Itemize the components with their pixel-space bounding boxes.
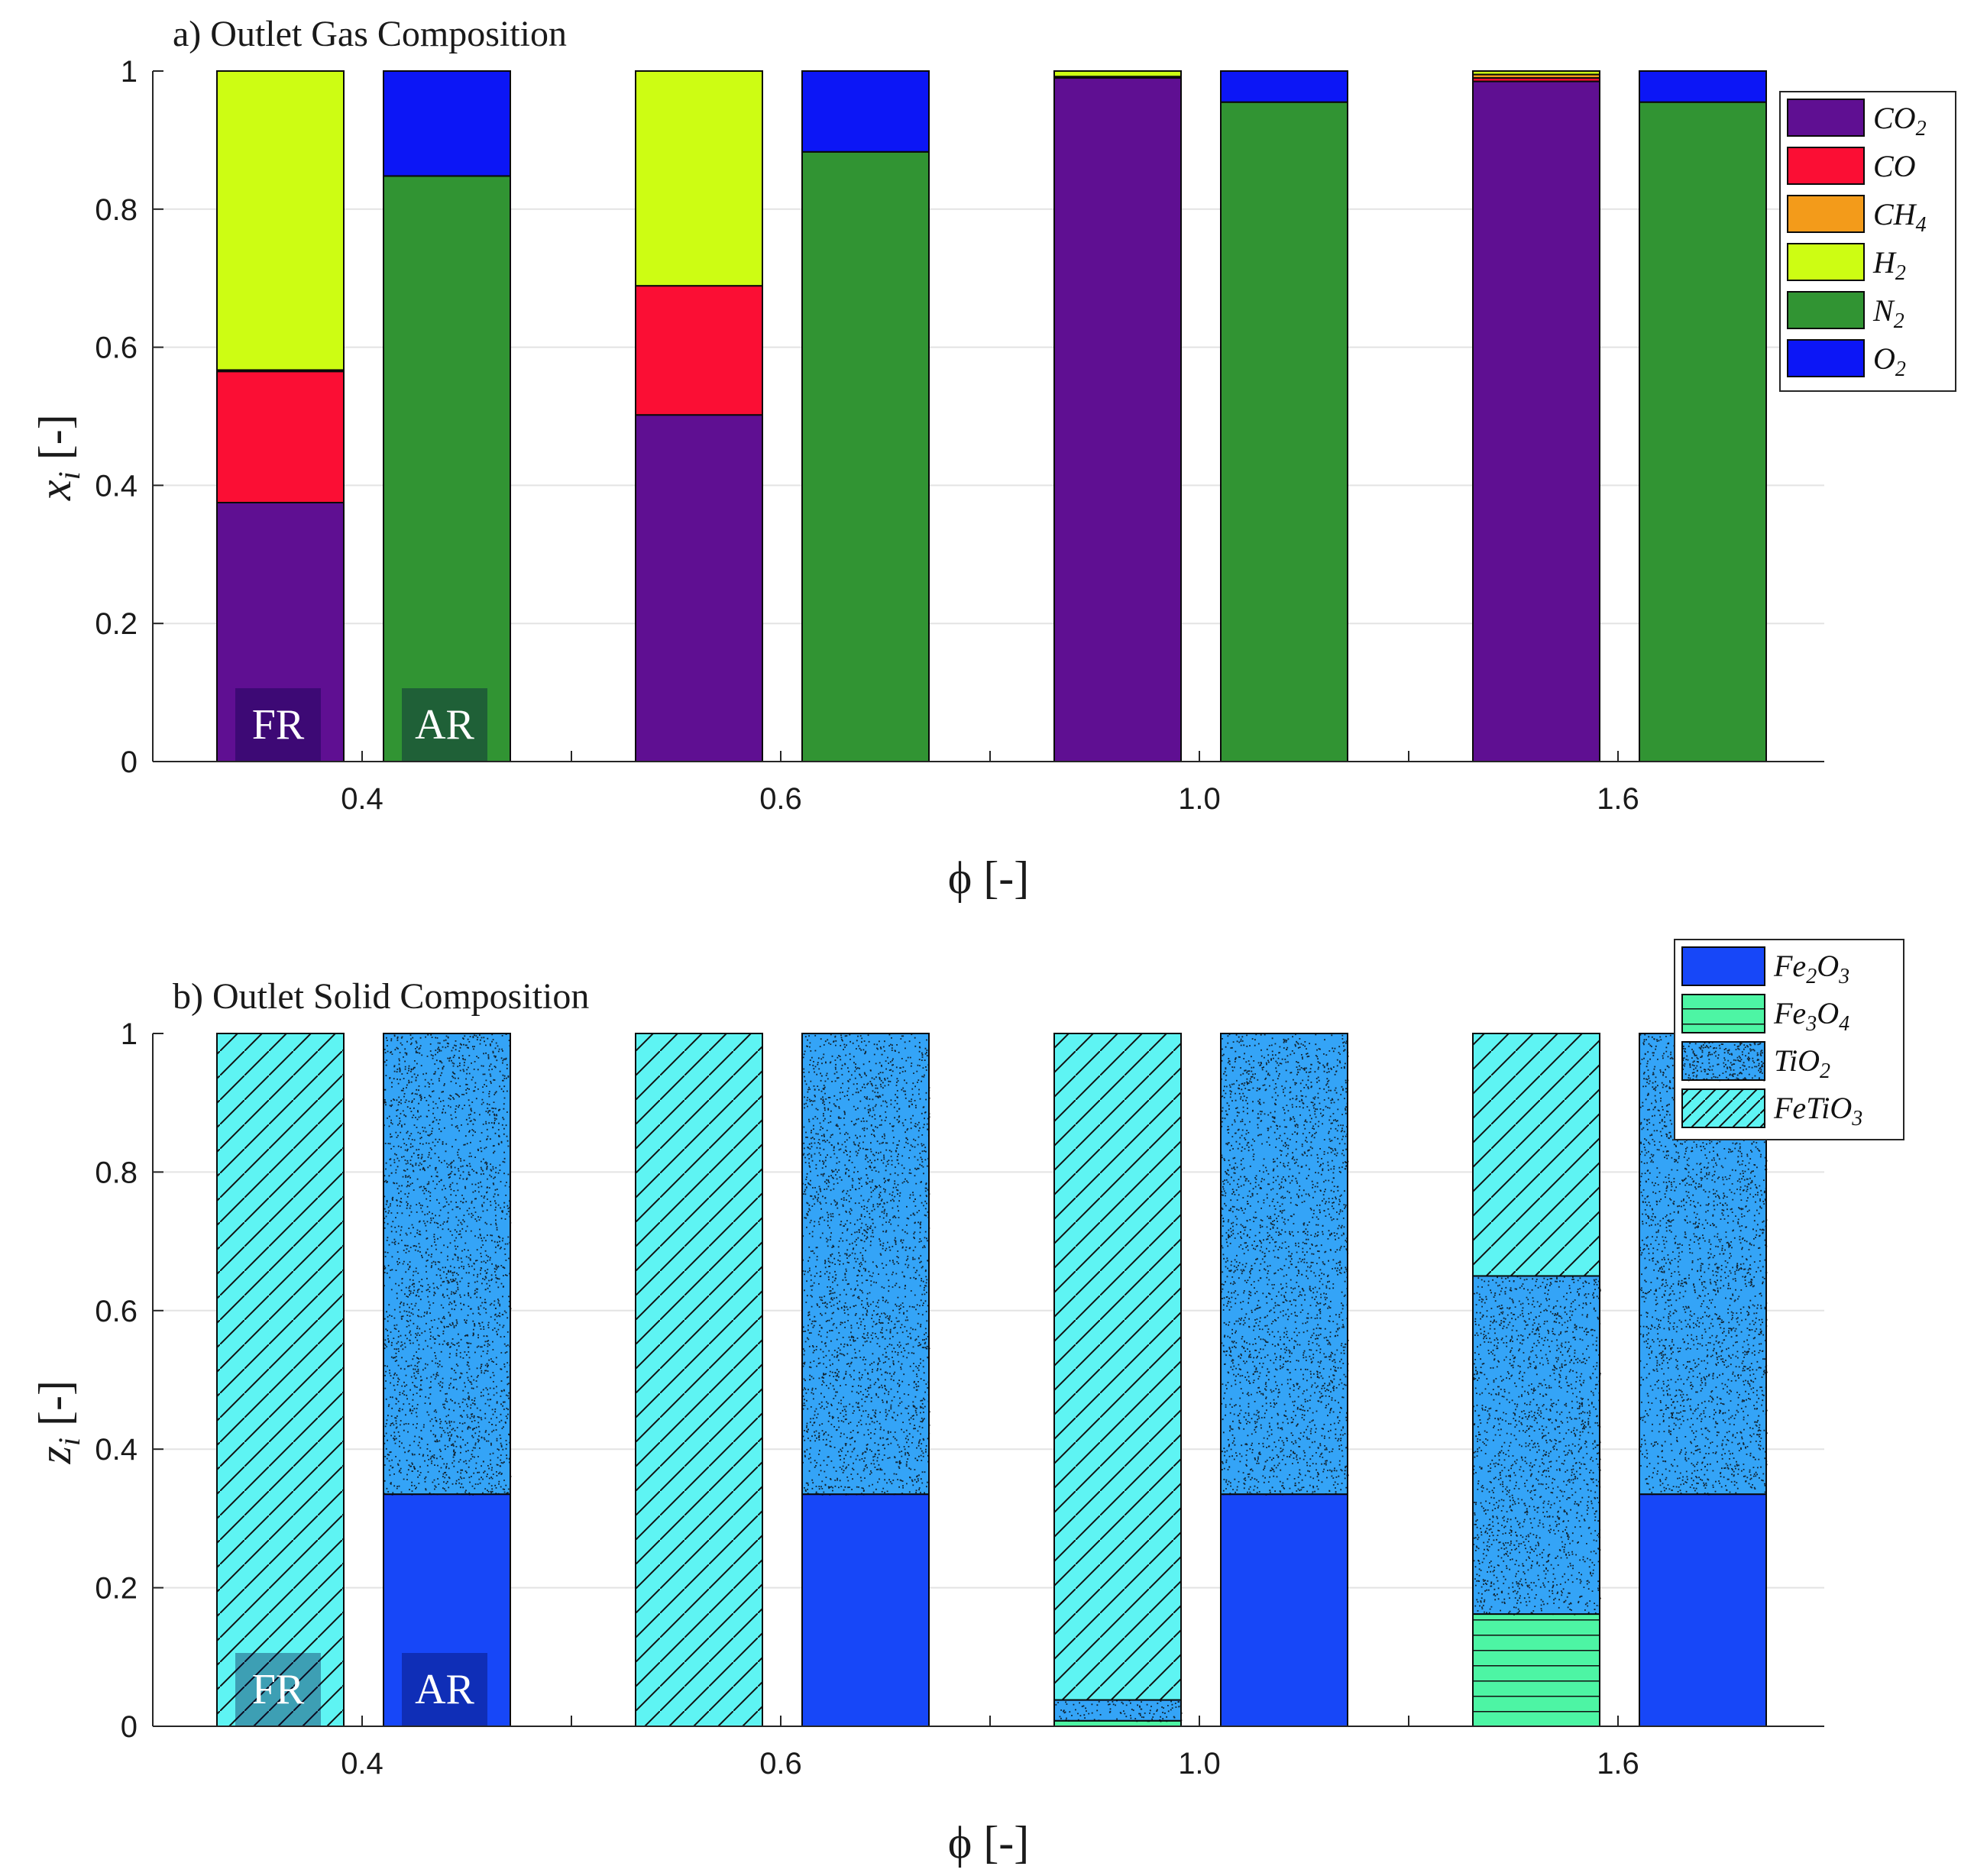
bar-1-0-ar-n2 (1220, 101, 1348, 762)
group-label-fr: FR (252, 1666, 305, 1713)
y-tick-label: 0.6 (95, 332, 138, 365)
legend-swatch-h2 (1787, 243, 1865, 281)
bar-0-4-fr-h2 (216, 70, 345, 371)
legend-swatch-fetio3 (1681, 1088, 1765, 1128)
legend-swatch-ch4 (1787, 195, 1865, 233)
legend-label-h2: H2​ (1872, 245, 1906, 285)
y-tick-label: 0.2 (95, 607, 138, 641)
x-tick-label: 1.6 (1597, 1747, 1639, 1781)
bar-0-6-fr-co (635, 285, 763, 416)
x-tick-label: 1.6 (1597, 782, 1639, 816)
bar-1-0-fr-co2 (1053, 77, 1182, 763)
group-label-box (402, 1653, 487, 1726)
legend-label-n2: N2​ (1872, 293, 1904, 333)
bar-1-6-fr-fe3o4 (1472, 1613, 1600, 1727)
legend-label-co2: CO2​ (1873, 101, 1927, 141)
bar-0-4-ar-o2 (383, 70, 511, 177)
legend-label-co: CO (1873, 149, 1916, 183)
x-tick-label: 0.6 (759, 782, 802, 816)
bar-1-0-fr-fe3o4 (1053, 1719, 1182, 1727)
bar-1-0-fr-tio2 (1053, 1699, 1182, 1722)
legend-label-fe2o3: Fe2​O3​ (1773, 949, 1849, 988)
bar-1-6-fr-fetio3 (1472, 1033, 1600, 1277)
bar-1-6-fr-h2 (1472, 70, 1600, 76)
group-label-box (235, 1653, 321, 1726)
chart-title: b) Outlet Solid Composition (173, 976, 589, 1017)
legend-label-fe3o4: Fe3​O4​ (1773, 996, 1849, 1036)
bar-0-4-ar-fe2o3 (383, 1493, 511, 1728)
y-axis-label: xi [-] (30, 414, 86, 501)
legend-label-tio2: TiO2​ (1774, 1043, 1830, 1083)
tio2-dot-texture (1055, 1700, 1183, 1722)
chart-title: a) Outlet Gas Composition (173, 14, 567, 54)
x-axis-label: ϕ [-] (948, 852, 1030, 903)
tio2-dot-texture (1682, 1042, 1765, 1082)
group-label-fr: FR (252, 701, 305, 749)
bar-0-6-ar-fe2o3 (801, 1493, 930, 1728)
bar-1-6-ar-fe2o3 (1639, 1493, 1767, 1728)
y-axis-label: zi [-] (30, 1380, 86, 1464)
y-tick-label: 0.8 (95, 1156, 138, 1189)
group-label-ar: AR (415, 701, 474, 749)
tio2-dot-texture (1221, 1033, 1349, 1496)
legend-swatch-co2 (1787, 99, 1865, 137)
legend-swatch-co (1787, 147, 1865, 185)
legend-swatch-fe3o4 (1681, 994, 1765, 1033)
bar-0-6-ar-o2 (801, 70, 930, 153)
bar-0-4-fr-fetio3 (216, 1033, 345, 1727)
x-axis-label: ϕ [-] (948, 1817, 1030, 1868)
legend-swatch-fe2o3 (1681, 946, 1765, 986)
y-tick-label: 0.4 (95, 469, 138, 503)
tio2-dot-texture (1639, 1033, 1768, 1496)
x-tick-label: 1.0 (1178, 782, 1221, 816)
bar-0-6-fr-fetio3 (635, 1033, 763, 1727)
legend-swatch-o2 (1787, 339, 1865, 377)
group-label-ar: AR (415, 1666, 474, 1713)
y-tick-label: 0.6 (95, 1295, 138, 1328)
bar-1-6-fr-tio2 (1472, 1275, 1600, 1616)
legend-swatch-n2 (1787, 291, 1865, 329)
y-tick-label: 1 (121, 55, 138, 89)
bar-1-0-ar-o2 (1220, 70, 1348, 103)
bar-1-6-ar-o2 (1639, 70, 1767, 103)
y-tick-label: 0 (121, 746, 138, 779)
y-tick-label: 0 (121, 1710, 138, 1744)
gas-composition-chart: 0 0.2 0.4 0.6 0.8 1 FR AR 0.4 0.6 1.0 1.6 a) Outlet … (30, 14, 1956, 903)
group-label-box (402, 688, 487, 762)
bar-0-4-ar-n2 (383, 175, 511, 762)
group-label-box (235, 688, 321, 762)
bar-0-6-fr-co2 (635, 414, 763, 763)
y-tick-label: 1 (121, 1017, 138, 1051)
bar-0-4-fr-co (216, 370, 345, 503)
bar-0-6-fr-h2 (635, 70, 763, 287)
bar-1-0-fr-fetio3 (1053, 1033, 1182, 1701)
y-tick-label: 0.4 (95, 1433, 138, 1467)
bar-1-6-ar-n2 (1639, 101, 1767, 762)
legend-label-ch4: CH4​ (1873, 197, 1927, 237)
x-tick-label: 0.6 (759, 1747, 802, 1781)
bar-1-0-fr-h2 (1053, 70, 1182, 78)
bar-1-0-ar-fe2o3 (1220, 1493, 1348, 1728)
bar-0-6-ar-n2 (801, 150, 930, 762)
legend-label-o2: O2​ (1873, 341, 1906, 381)
bar-1-0-ar-tio2 (1220, 1033, 1348, 1496)
y-tick-label: 0.8 (95, 193, 138, 227)
bar-0-6-ar-tio2 (801, 1033, 930, 1496)
x-tick-label: 0.4 (341, 782, 383, 816)
solid-composition-chart: 0 0.2 0.4 0.6 0.8 1 FR AR 0.4 0.6 1.0 1.6 b) Outlet … (30, 939, 1904, 1868)
y-tick-label: 0.2 (95, 1572, 138, 1606)
x-tick-label: 0.4 (341, 1747, 383, 1781)
tio2-dot-texture (1473, 1276, 1601, 1616)
bar-1-6-fr-co2 (1472, 80, 1600, 762)
x-tick-label: 1.0 (1178, 1747, 1221, 1781)
legend-label-fetio3: FeTiO3​ (1773, 1091, 1862, 1130)
